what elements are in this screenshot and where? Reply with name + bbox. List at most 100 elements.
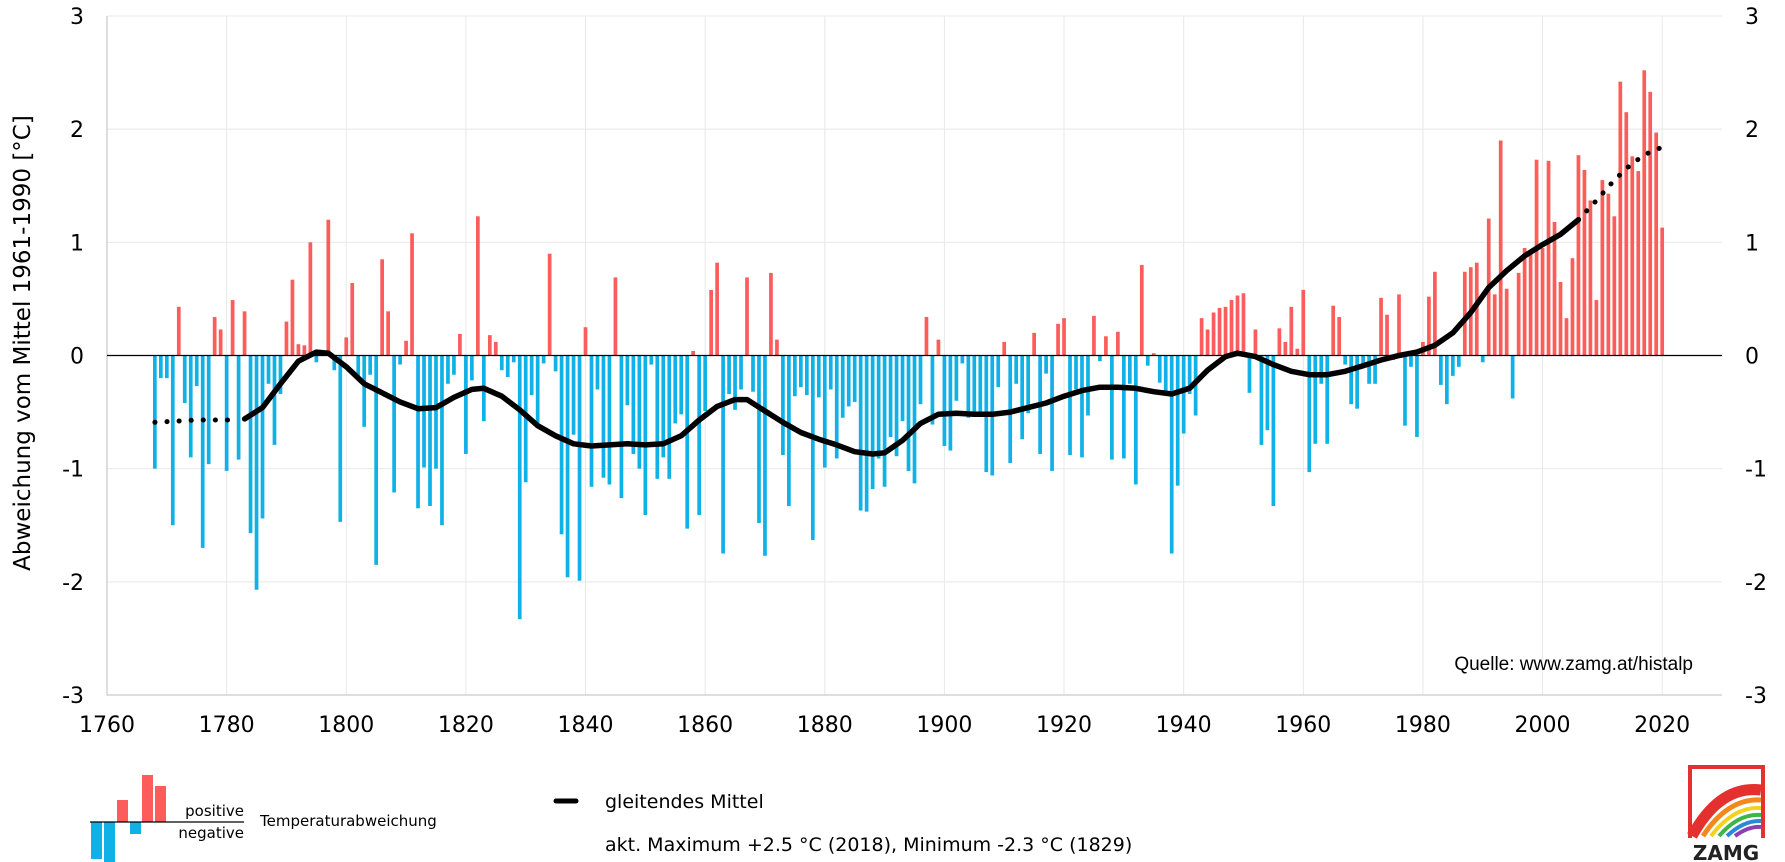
bar-1884 [846,355,851,407]
bar-1994 [1504,288,1509,356]
bar-2002 [1552,221,1557,356]
bar-1914 [1026,355,1030,414]
y-tick-label-left: -2 [62,571,84,596]
bar-1789 [278,355,283,394]
bar-1898 [930,355,935,425]
bar-1930 [1122,355,1126,459]
bar-1811 [410,233,414,356]
bar-1840 [583,327,588,356]
bar-1803 [362,355,367,427]
bar-2001 [1546,160,1551,356]
bar-1892 [894,355,899,457]
bar-1965 [1331,305,1336,356]
bar-1939 [1175,355,1180,486]
bar-1801 [350,283,355,356]
bar-1963 [1319,355,1324,384]
bar-1870 [763,355,767,556]
bar-1955 [1271,355,1276,507]
bar-1841 [589,355,594,487]
bar-1912 [1014,355,1019,384]
bar-1770 [164,355,169,379]
bar-1962 [1313,355,1318,444]
bar-1951 [1247,355,1252,393]
bar-1889 [876,355,881,459]
bar-1769 [158,355,163,379]
x-axis-ticks: 1760 1780 1800 1820 1840 1860 1880 1900 1920 1940… [79,713,1690,738]
bar-1787 [266,355,271,384]
bar-1795 [314,355,319,363]
bar-1882 [834,355,839,459]
y-tick-label-right: 2 [1745,118,1759,143]
bar-1976 [1397,294,1401,356]
bar-1922 [1074,355,1078,390]
bar-1780 [224,355,229,471]
bar-1921 [1068,355,1072,456]
bar-1835 [553,355,558,372]
bar-1903 [960,355,965,364]
bar-2008 [1588,200,1593,356]
bar-1966 [1337,317,1342,356]
bar-1836 [559,355,564,535]
bar-1819 [458,334,462,356]
x-tick-label: 1820 [438,713,494,738]
x-tick-label: 2000 [1515,713,1571,738]
bar-1799 [338,355,343,522]
bar-1778 [212,317,217,356]
bar-1969 [1355,355,1359,409]
bar-1926 [1098,355,1102,362]
legend-extremes-label: akt. Maximum +2.5 °C (2018), Minimum -2.… [605,834,1132,856]
bar-1867 [745,277,749,356]
bar-1934 [1145,355,1150,366]
bar-1842 [595,355,600,390]
bar-1877 [804,355,809,396]
bar-1879 [816,355,821,398]
bar-1974 [1385,314,1389,356]
bar-1978 [1409,355,1413,367]
bar-1905 [972,355,977,416]
legend-mean: gleitendes Mittel akt. Maximum +2.5 °C (… [553,791,1132,856]
chart-bars [153,70,1665,620]
legend-positive-bar [155,786,166,822]
bar-1859 [697,355,702,516]
bar-1995 [1510,355,1515,399]
bar-1776 [200,355,205,548]
bar-1933 [1139,264,1144,356]
bar-1824 [487,335,492,356]
bar-1844 [607,355,612,485]
bar-1817 [446,355,450,384]
bar-1957 [1283,341,1288,356]
bar-1890 [882,355,887,487]
bar-1992 [1492,294,1497,356]
bar-1878 [810,355,815,540]
bar-1896 [918,355,923,405]
bar-2005 [1570,258,1575,356]
bar-1968 [1349,355,1353,405]
bar-1987 [1462,271,1467,356]
y-axis-label: Abweichung vom Mittel 1961-1990 [°C] [10,115,36,571]
x-tick-label: 1880 [797,713,853,738]
y-tick-label-left: -3 [62,684,84,709]
bar-1809 [398,355,402,365]
bar-1918 [1050,355,1054,471]
bar-1815 [434,355,438,469]
bar-2015 [1630,156,1635,356]
bar-1873 [781,355,785,456]
bar-1960 [1301,289,1306,356]
zamg-logo-text: ZAMG [1693,841,1759,862]
bar-1816 [440,355,444,526]
bar-2003 [1558,281,1563,356]
bar-2006 [1576,155,1581,356]
x-tick-label: 1960 [1275,713,1331,738]
bar-1923 [1080,355,1084,458]
bar-1834 [547,253,552,356]
legend-negative-bar [104,822,115,862]
bar-1981 [1427,296,1431,356]
legend-deviation-label: Temperaturabweichung [259,812,437,830]
bar-1904 [966,355,971,418]
bar-1865 [733,355,737,410]
bar-1983 [1439,355,1443,385]
x-tick-label: 1780 [199,713,255,738]
bar-1958 [1289,306,1294,356]
moving-average-dotted [152,417,242,425]
